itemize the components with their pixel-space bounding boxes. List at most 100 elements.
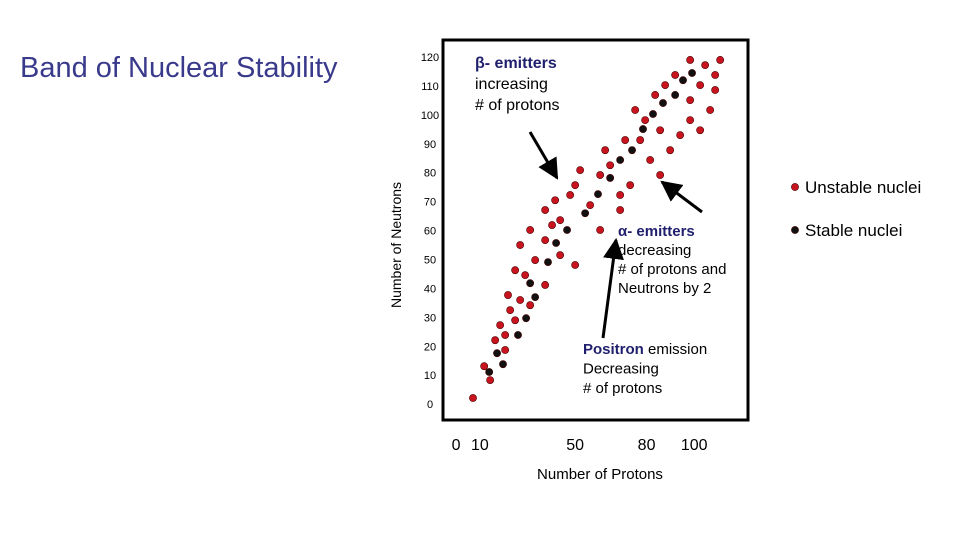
- annotations: β- emitters increasing # of protons α- emit…: [475, 55, 726, 397]
- annotation-line: Neutrons by 2: [618, 280, 711, 297]
- point: [649, 110, 657, 118]
- point: [541, 206, 550, 214]
- point: [541, 236, 550, 245]
- annotation-heading: β- emitters: [475, 55, 557, 72]
- point: [666, 146, 675, 155]
- point: [514, 331, 522, 339]
- point: [571, 181, 580, 190]
- point: [499, 360, 507, 369]
- point: [526, 226, 535, 234]
- point: [563, 226, 571, 234]
- point: [551, 196, 560, 205]
- point: [706, 106, 715, 114]
- point: [659, 99, 667, 107]
- point: [516, 296, 525, 304]
- y-tick-label: 100: [421, 110, 439, 122]
- y-tick-label: 80: [424, 168, 436, 180]
- point: [506, 306, 515, 315]
- point: [496, 321, 505, 330]
- y-tick-label: 60: [424, 226, 436, 238]
- y-tick-label: 120: [421, 52, 439, 64]
- x-tick-label: 0: [452, 437, 461, 454]
- annotation-heading: α- emitters: [618, 223, 695, 240]
- y-tick-label: 10: [424, 370, 436, 382]
- x-tick-label: 10: [471, 437, 489, 454]
- point: [646, 156, 655, 164]
- arrow: [660, 180, 703, 214]
- point: [696, 126, 705, 135]
- point: [686, 116, 695, 125]
- plot-frame: [441, 38, 750, 422]
- annotation-heading: Positron emission: [583, 341, 707, 358]
- point: [552, 239, 560, 247]
- legend-label: Unstable nuclei: [805, 178, 921, 197]
- annotation-text: emission: [644, 341, 707, 358]
- point: [516, 241, 525, 249]
- annotation-line: decreasing: [618, 242, 691, 259]
- point: [566, 191, 575, 199]
- point: [616, 206, 625, 214]
- point: [526, 301, 535, 310]
- point: [716, 56, 725, 64]
- point: [631, 106, 640, 114]
- point: [480, 362, 489, 371]
- point: [486, 376, 495, 384]
- point: [656, 171, 665, 179]
- point: [501, 331, 510, 339]
- point: [548, 221, 556, 229]
- y-tick-label: 90: [424, 139, 436, 151]
- point: [485, 368, 494, 376]
- point: [522, 314, 530, 323]
- point: [596, 171, 605, 179]
- y-tick-label: 0: [427, 399, 433, 411]
- point: [601, 146, 610, 155]
- point: [596, 226, 605, 234]
- annotation-line: Decreasing: [583, 361, 659, 378]
- annotation-line: # of protons: [583, 380, 662, 397]
- point: [556, 251, 565, 260]
- point: [671, 91, 680, 99]
- point: [639, 125, 647, 133]
- point: [511, 266, 520, 275]
- annotation-line: # of protons and: [618, 261, 726, 278]
- point: [686, 96, 695, 105]
- annotation-bold: α- emitters: [618, 223, 695, 240]
- annotation-line: # of protons: [475, 97, 560, 114]
- annotation-bold: Positron: [583, 341, 644, 358]
- point: [628, 146, 636, 155]
- legend: Unstable nuclei Stable nuclei: [791, 178, 921, 240]
- point: [696, 81, 705, 90]
- legend-marker: [791, 226, 799, 234]
- point: [711, 86, 720, 94]
- point: [651, 91, 660, 99]
- x-tick-label: 80: [638, 437, 656, 454]
- y-axis-label: Number of Neutrons: [388, 182, 404, 308]
- legend-marker: [791, 183, 799, 191]
- point: [621, 136, 630, 144]
- point: [641, 116, 650, 125]
- x-axis-label: Number of Protons: [537, 466, 663, 483]
- point: [676, 131, 685, 140]
- point: [594, 190, 602, 199]
- x-tick-label: 100: [681, 437, 708, 454]
- point: [701, 61, 710, 70]
- point: [571, 261, 580, 269]
- point: [576, 166, 585, 175]
- point: [679, 76, 687, 85]
- chart-title: Band of Nuclear Stability: [20, 52, 338, 84]
- y-tick-label: 110: [421, 81, 439, 93]
- point: [581, 209, 590, 218]
- y-tick-label: 70: [424, 197, 436, 209]
- point: [521, 271, 530, 280]
- point: [556, 216, 565, 225]
- point: [541, 281, 550, 289]
- point: [686, 56, 695, 64]
- point: [606, 161, 615, 170]
- point: [526, 279, 535, 288]
- y-tick-label: 20: [424, 341, 436, 353]
- x-tick-label: 50: [566, 437, 584, 454]
- point: [656, 126, 665, 135]
- y-tick-label: 50: [424, 254, 436, 266]
- point: [491, 336, 500, 345]
